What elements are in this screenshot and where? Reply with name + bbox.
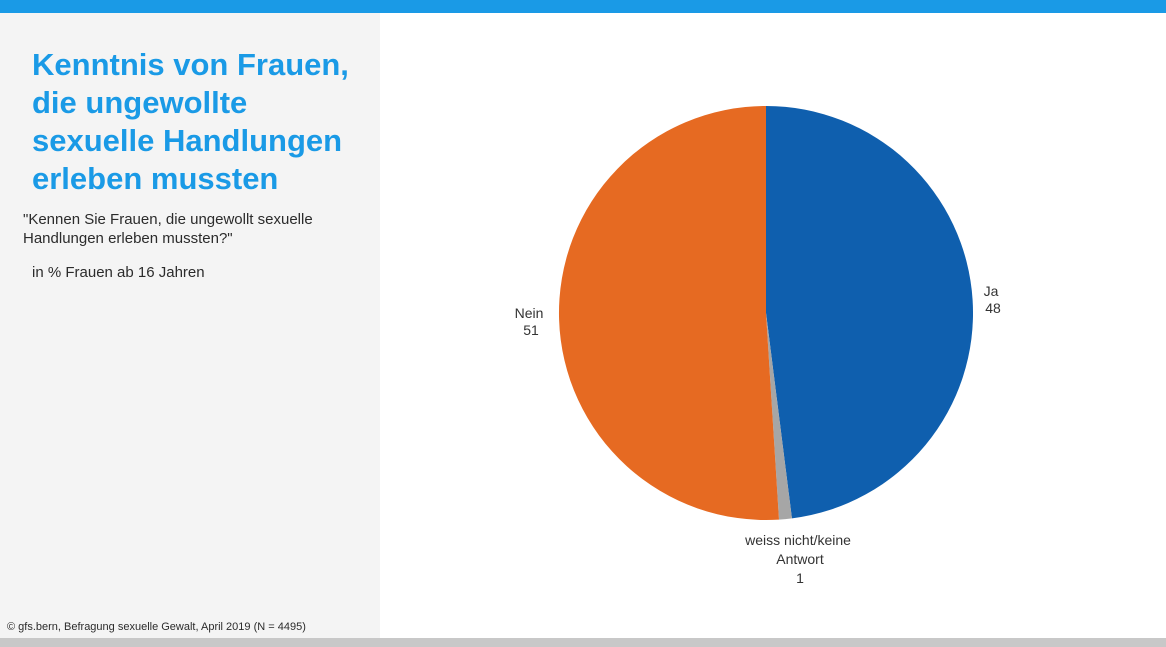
pie-labels: Ja 48 Nein 51 weiss nicht/keine Antwort 1 xyxy=(515,283,1003,586)
slice-label-ja-value: 48 xyxy=(985,300,1001,316)
slice-label-weiss-nicht: weiss nicht/keine Antwort 1 xyxy=(744,532,855,586)
chart-title: Kenntnis von Frauen, die ungewollte sexu… xyxy=(32,47,349,196)
pie-slice-ja xyxy=(766,106,974,519)
slice-label-nein-value: 51 xyxy=(523,322,539,338)
survey-question: "Kennen Sie Frauen, die ungewollt sexuel… xyxy=(23,211,313,247)
bottom-bar xyxy=(0,638,1166,647)
pie-slice-nein xyxy=(558,105,779,521)
slice-label-weiss-nicht-name-line2: Antwort xyxy=(776,551,824,567)
slice-label-weiss-nicht-name: weiss nicht/keine xyxy=(744,532,851,548)
unit-note: in % Frauen ab 16 Jahren xyxy=(32,264,205,281)
slice-label-nein-name: Nein xyxy=(515,305,544,321)
slice-label-ja: Ja 48 xyxy=(984,283,1003,316)
top-accent-bar xyxy=(0,0,1166,13)
slice-label-weiss-nicht-value: 1 xyxy=(796,570,804,586)
slice-label-nein: Nein 51 xyxy=(515,305,548,338)
pie-slice-weiss-nicht xyxy=(766,313,792,520)
side-panel xyxy=(0,13,380,638)
source-note: © gfs.bern, Befragung sexuelle Gewalt, A… xyxy=(7,621,306,633)
pie-slices xyxy=(558,105,974,521)
slice-label-ja-name: Ja xyxy=(984,283,999,299)
